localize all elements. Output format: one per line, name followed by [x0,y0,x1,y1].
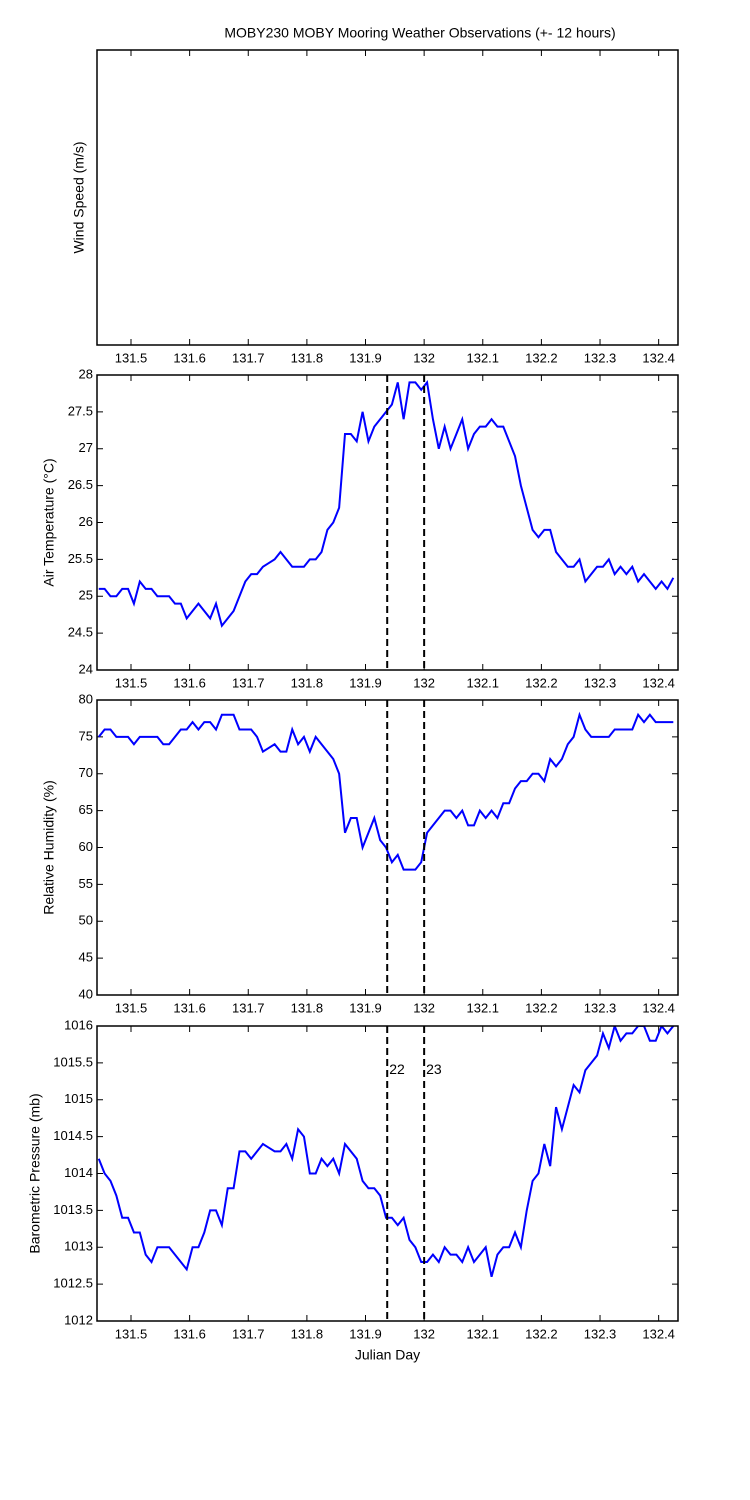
x-tick-label: 132.3 [584,675,617,690]
x-tick-label: 132.4 [642,350,675,365]
y-tick-label: 75 [79,728,93,743]
plot-area [98,375,675,670]
x-tick-label: 131.9 [349,350,382,365]
y-tick-label: 1015.5 [53,1054,93,1069]
y-axis-label: Relative Humidity (%) [41,780,57,915]
y-tick-label: 1012 [64,1312,93,1327]
y-tick-label: 27 [79,440,93,455]
y-tick-label: 50 [79,913,93,928]
y-tick-label: 80 [79,691,93,706]
y-tick-label: 24 [79,661,93,676]
x-tick-label: 132.2 [525,350,558,365]
y-axis-label: Wind Speed (m/s) [71,141,87,253]
x-axis-label: Julian Day [355,1347,420,1363]
y-tick-label: 26 [79,514,93,529]
y-tick-label: 25 [79,588,93,603]
x-tick-label: 132 [413,350,435,365]
y-tick-label: 1012.5 [53,1276,93,1291]
x-tick-label: 132.4 [642,675,675,690]
chart-title: MOBY230 MOBY Mooring Weather Observation… [224,25,615,41]
y-tick-label: 1016 [64,1017,93,1032]
annotation: 22 [389,1061,405,1077]
x-tick-label: 132.3 [584,1000,617,1015]
x-tick-label: 131.7 [232,1326,265,1341]
x-tick-label: 131.8 [291,1326,324,1341]
x-tick-label: 131.5 [115,350,148,365]
x-tick-label: 132.2 [525,675,558,690]
x-tick-label: 132.1 [466,1000,499,1015]
x-tick-label: 132.2 [525,1326,558,1341]
x-tick-label: 132.3 [584,350,617,365]
x-tick-label: 131.5 [115,1326,148,1341]
x-tick-label: 131.5 [115,675,148,690]
y-tick-label: 1015 [64,1091,93,1106]
x-tick-label: 131.5 [115,1000,148,1015]
plot-frame [96,49,679,346]
y-axis-label: Air Temperature (°C) [41,458,57,586]
x-tick-label: 131.8 [291,1000,324,1015]
y-tick-label: 45 [79,950,93,965]
plot-frame [96,1025,679,1322]
annotation: 23 [426,1061,442,1077]
y-tick-label: 40 [79,986,93,1001]
y-tick-label: 1014 [64,1165,93,1180]
y-tick-label: 65 [79,802,93,817]
y-tick-label: 55 [79,876,93,891]
data-line [97,711,674,871]
x-tick-label: 131.9 [349,675,382,690]
y-tick-label: 70 [79,765,93,780]
x-tick-label: 131.6 [173,1000,206,1015]
x-tick-label: 131.7 [232,350,265,365]
y-tick-label: 1013.5 [53,1202,93,1217]
y-tick-label: 60 [79,839,93,854]
y-tick-label: 28 [79,366,93,381]
y-tick-label: 24.5 [68,625,93,640]
x-tick-label: 132.1 [466,1326,499,1341]
x-tick-label: 132.2 [525,1000,558,1015]
plot-frame [96,374,679,671]
x-tick-label: 131.9 [349,1326,382,1341]
x-tick-label: 132.4 [642,1326,675,1341]
x-tick-label: 132.1 [466,675,499,690]
data-line [97,1026,675,1278]
x-tick-label: 131.8 [291,350,324,365]
x-tick-label: 132 [413,675,435,690]
x-tick-label: 131.7 [232,675,265,690]
y-tick-label: 26.5 [68,477,93,492]
plot-frame [96,699,679,996]
plot-area [97,700,674,995]
y-tick-label: 1014.5 [53,1128,93,1143]
x-tick-label: 131.7 [232,1000,265,1015]
x-tick-label: 132.4 [642,1000,675,1015]
y-tick-label: 27.5 [68,403,93,418]
x-tick-label: 132 [413,1000,435,1015]
plot-area [97,1026,675,1321]
y-axis-label: Barometric Pressure (mb) [27,1093,43,1253]
data-line [98,379,675,628]
x-tick-label: 131.8 [291,675,324,690]
x-tick-label: 132.3 [584,1326,617,1341]
x-tick-label: 132 [413,1326,435,1341]
x-tick-label: 132.1 [466,350,499,365]
y-tick-label: 1013 [64,1239,93,1254]
x-tick-label: 131.9 [349,1000,382,1015]
x-tick-label: 131.6 [173,350,206,365]
x-tick-label: 131.6 [173,675,206,690]
x-tick-label: 131.6 [173,1326,206,1341]
y-tick-label: 25.5 [68,551,93,566]
